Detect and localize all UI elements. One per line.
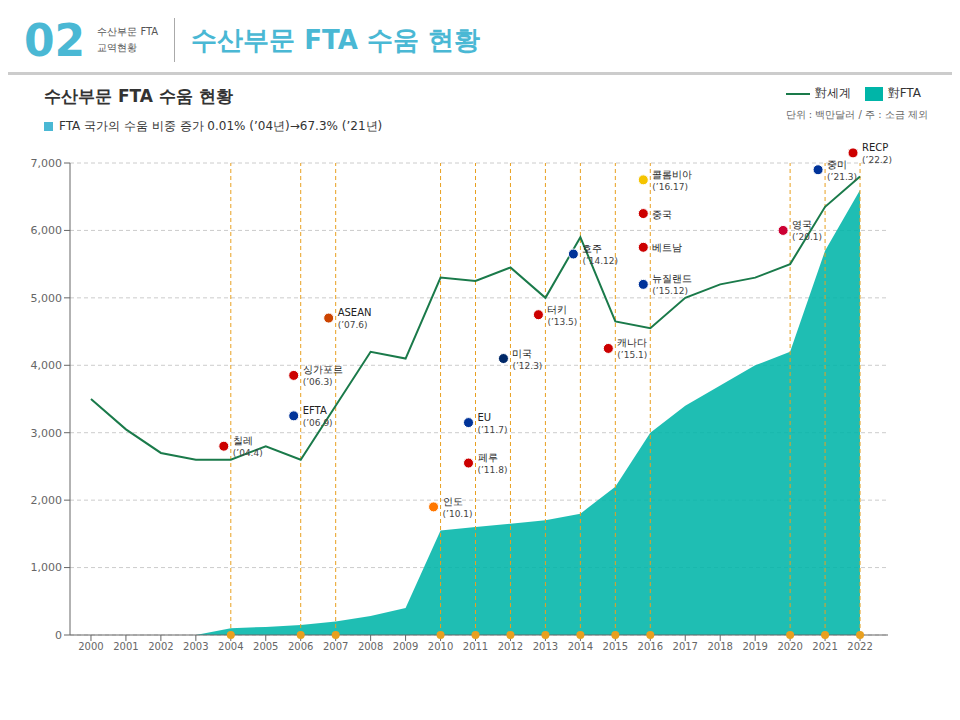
- svg-text:2004: 2004: [218, 641, 243, 652]
- svg-text:(’10.1): (’10.1): [443, 509, 473, 519]
- svg-text:인도: 인도: [443, 496, 463, 507]
- svg-text:2009: 2009: [393, 641, 418, 652]
- svg-text:2005: 2005: [253, 641, 278, 652]
- html-text:수산부문 FTA 수움 현황: 수산부문 FTA 수움 현황: [191, 24, 480, 55]
- svg-text:ASEAN: ASEAN: [338, 307, 372, 318]
- svg-text:2018: 2018: [707, 641, 732, 652]
- svg-text:(’20.1): (’20.1): [792, 232, 822, 242]
- svg-text:(’16.17): (’16.17): [652, 182, 688, 192]
- html-text:02: 02: [24, 14, 86, 66]
- svg-text:4,000: 4,000: [31, 359, 63, 372]
- html-text:교역현황: 교역현황: [97, 42, 138, 53]
- svg-text:2011: 2011: [463, 641, 488, 652]
- html-text:對FTA: 對FTA: [887, 86, 921, 100]
- svg-text:뉴질랜드: 뉴질랜드: [652, 273, 692, 284]
- svg-text:(’06.3): (’06.3): [303, 377, 333, 387]
- svg-text:호주: 호주: [582, 243, 602, 254]
- svg-text:2016: 2016: [638, 641, 663, 652]
- svg-text:(’11.7): (’11.7): [478, 425, 508, 435]
- svg-text:2013: 2013: [533, 641, 558, 652]
- svg-text:(’14.12): (’14.12): [582, 256, 618, 266]
- svg-text:5,000: 5,000: [31, 292, 63, 305]
- svg-text:(’21.3): (’21.3): [827, 172, 857, 182]
- html-text:단위 : 백만달러 / 주 : 소금 제외: 단위 : 백만달러 / 주 : 소금 제외: [785, 109, 928, 120]
- svg-text:(’07.6): (’07.6): [338, 320, 368, 330]
- svg-text:2001: 2001: [113, 641, 138, 652]
- svg-text:2000: 2000: [78, 641, 103, 652]
- svg-text:콜롬비아: 콜롬비아: [652, 169, 692, 180]
- svg-text:2002: 2002: [148, 641, 173, 652]
- html-text:수산부문 FTA: 수산부문 FTA: [97, 26, 159, 37]
- svg-text:0: 0: [55, 629, 62, 642]
- svg-text:2,000: 2,000: [31, 494, 63, 507]
- svg-text:3,000: 3,000: [31, 427, 63, 440]
- svg-text:2012: 2012: [498, 641, 523, 652]
- svg-text:캐나다: 캐나다: [617, 337, 647, 348]
- svg-text:(’22.2): (’22.2): [862, 155, 892, 165]
- svg-text:중국: 중국: [652, 209, 672, 220]
- svg-text:(’15.12): (’15.12): [652, 286, 688, 296]
- svg-text:2021: 2021: [812, 641, 837, 652]
- svg-text:2019: 2019: [742, 641, 767, 652]
- svg-text:중미: 중미: [827, 159, 847, 170]
- svg-text:터키: 터키: [547, 304, 567, 315]
- svg-text:2010: 2010: [428, 641, 453, 652]
- svg-text:(’15.1): (’15.1): [617, 350, 647, 360]
- svg-text:2020: 2020: [777, 641, 802, 652]
- svg-text:(’11.8): (’11.8): [478, 465, 508, 475]
- svg-text:2022: 2022: [847, 641, 872, 652]
- svg-text:칠레: 칠레: [233, 435, 253, 446]
- svg-text:(’06.9): (’06.9): [303, 418, 333, 428]
- svg-text:2015: 2015: [603, 641, 628, 652]
- svg-text:(’04.4): (’04.4): [233, 448, 263, 458]
- svg-text:EU: EU: [478, 412, 492, 423]
- svg-text:2003: 2003: [183, 641, 208, 652]
- svg-text:6,000: 6,000: [31, 224, 63, 237]
- svg-text:영국: 영국: [792, 219, 812, 230]
- svg-text:2008: 2008: [358, 641, 383, 652]
- svg-text:(’13.5): (’13.5): [547, 317, 577, 327]
- svg-text:2014: 2014: [568, 641, 593, 652]
- svg-text:2007: 2007: [323, 641, 348, 652]
- svg-text:(’12.3): (’12.3): [512, 361, 542, 371]
- svg-text:2006: 2006: [288, 641, 313, 652]
- svg-text:1,000: 1,000: [31, 561, 63, 574]
- html-text:수산부문 FTA 수움 현황: 수산부문 FTA 수움 현황: [44, 86, 233, 106]
- svg-text:RECP: RECP: [862, 142, 888, 153]
- svg-text:싱가포르: 싱가포르: [303, 364, 343, 375]
- svg-text:7,000: 7,000: [31, 157, 63, 170]
- svg-text:2017: 2017: [673, 641, 698, 652]
- svg-text:EFTA: EFTA: [303, 405, 327, 416]
- svg-text:미국: 미국: [512, 348, 532, 359]
- svg-text:페루: 페루: [478, 452, 498, 463]
- html-text:對세계: 對세계: [814, 86, 851, 100]
- html-text:FTA 국가의 수움 비중 증가 0.01% (’04년)→: FTA 국가의 수움 비중 증가 0.01% (’04년)→67.3% (’21…: [59, 119, 383, 133]
- svg-text:베트남: 베트남: [652, 242, 682, 253]
